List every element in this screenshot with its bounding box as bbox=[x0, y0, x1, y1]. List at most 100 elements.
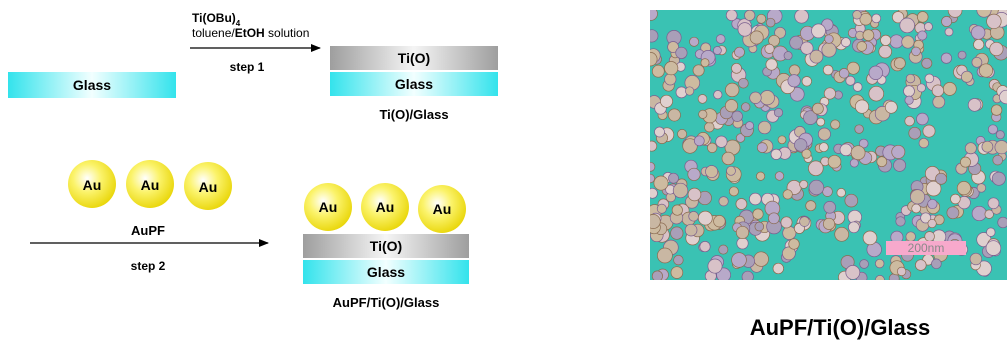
gold-nanoparticle bbox=[789, 35, 804, 50]
gold-nanoparticle bbox=[737, 22, 752, 37]
gold-nanoparticle bbox=[994, 140, 1007, 155]
gold-nanoparticle bbox=[651, 270, 663, 280]
svg-text:Au: Au bbox=[83, 177, 102, 193]
gold-nanoparticle bbox=[780, 216, 793, 229]
gold-nanoparticle bbox=[896, 266, 907, 277]
gold-nanoparticle bbox=[899, 17, 915, 34]
tem-micrograph: 200nm bbox=[650, 10, 1007, 280]
gold-nanoparticle bbox=[749, 91, 762, 104]
gold-nanoparticle bbox=[950, 193, 961, 205]
gold-nanoparticle bbox=[976, 10, 992, 18]
gold-nanoparticle bbox=[782, 226, 797, 240]
gold-nanoparticle bbox=[905, 73, 916, 84]
scale-bar-label: 200nm bbox=[908, 241, 945, 255]
gold-nanoparticle bbox=[705, 165, 719, 179]
gold-nanoparticle bbox=[901, 35, 915, 49]
gold-nanoparticle bbox=[650, 140, 658, 152]
tio-label-1: Ti(O) bbox=[398, 50, 430, 66]
glass-label: Glass bbox=[73, 77, 111, 93]
gold-nanoparticle bbox=[715, 135, 728, 148]
gold-nanoparticle bbox=[801, 76, 812, 87]
gold-nanoparticle bbox=[822, 217, 836, 230]
aupf-reagent-particles: Au Au Au bbox=[68, 160, 232, 210]
glass-substrate-start: Glass bbox=[8, 72, 176, 98]
gold-nanoparticle bbox=[738, 77, 749, 89]
gold-nanoparticle bbox=[944, 27, 954, 37]
gold-nanoparticle bbox=[670, 266, 684, 279]
gold-nanoparticle bbox=[759, 90, 775, 106]
gold-nanoparticle bbox=[854, 124, 864, 134]
gold-nanoparticle bbox=[932, 95, 946, 109]
gold-nanoparticle bbox=[667, 41, 679, 53]
gold-nanoparticle bbox=[917, 30, 928, 41]
gold-nanoparticle bbox=[650, 29, 659, 43]
gold-nanoparticle bbox=[947, 10, 963, 18]
step1-label: step 1 bbox=[230, 60, 265, 74]
gold-nanoparticle bbox=[973, 38, 985, 51]
gold-nanoparticle bbox=[927, 198, 938, 210]
glass-label-2: Glass bbox=[367, 264, 405, 280]
gold-nanoparticle bbox=[670, 226, 684, 240]
gold-nanoparticle bbox=[927, 218, 937, 229]
gold-nanoparticle bbox=[756, 142, 768, 153]
gold-nanoparticle bbox=[971, 25, 986, 40]
gold-nanoparticle bbox=[770, 148, 782, 160]
gold-nanoparticle bbox=[664, 73, 677, 86]
gold-nanoparticle bbox=[924, 73, 935, 84]
gold-nanoparticle bbox=[852, 10, 862, 20]
gold-nanoparticle bbox=[685, 86, 695, 96]
gold-nanoparticle bbox=[845, 265, 861, 280]
product1-label: Ti(O)/Glass bbox=[379, 107, 448, 122]
gold-nanoparticle bbox=[969, 252, 983, 266]
gold-nanoparticle bbox=[946, 206, 960, 220]
gold-nanoparticle bbox=[986, 13, 1002, 30]
gold-nanoparticle bbox=[830, 119, 841, 130]
gold-particle-icon: Au bbox=[418, 185, 466, 233]
gold-nanoparticle bbox=[651, 64, 665, 78]
gold-nanoparticle bbox=[995, 130, 1005, 140]
gold-nanoparticle bbox=[721, 151, 735, 166]
glass-label-1: Glass bbox=[395, 76, 433, 92]
gold-nanoparticle bbox=[989, 41, 1004, 57]
gold-nanoparticle bbox=[731, 110, 743, 122]
gold-nanoparticle bbox=[805, 200, 817, 212]
gold-nanoparticle bbox=[713, 46, 722, 55]
gold-nanoparticle bbox=[986, 227, 996, 237]
gold-nanoparticle bbox=[756, 171, 766, 181]
gold-nanoparticle bbox=[956, 181, 971, 196]
gold-nanoparticle bbox=[800, 41, 814, 55]
gold-nanoparticle bbox=[692, 64, 705, 77]
gold-nanoparticle bbox=[725, 82, 740, 98]
tio-label-2: Ti(O) bbox=[370, 238, 402, 254]
gold-nanoparticle bbox=[997, 216, 1007, 229]
gold-nanoparticle bbox=[836, 188, 846, 198]
gold-nanoparticle bbox=[713, 215, 726, 228]
gold-nanoparticle bbox=[925, 180, 942, 197]
gold-nanoparticle bbox=[768, 34, 780, 47]
gold-nanoparticle bbox=[875, 258, 885, 269]
gold-nanoparticle bbox=[858, 138, 869, 149]
gold-nanoparticle bbox=[875, 275, 885, 280]
gold-nanoparticle bbox=[697, 210, 713, 226]
micrograph-caption: AuPF/Ti(O)/Glass bbox=[749, 315, 931, 340]
gold-nanoparticle bbox=[768, 212, 780, 225]
gold-nanoparticle bbox=[911, 203, 922, 214]
gold-nanoparticle bbox=[707, 258, 723, 274]
gold-nanoparticle bbox=[935, 172, 948, 185]
gold-nanoparticle bbox=[772, 262, 784, 275]
gold-nanoparticle bbox=[971, 205, 987, 222]
gold-nanoparticle bbox=[854, 99, 870, 114]
gold-nanoparticle bbox=[757, 120, 772, 135]
gold-nanoparticle bbox=[918, 137, 929, 149]
tio-layer-2 bbox=[303, 234, 469, 258]
step2-label: step 2 bbox=[131, 259, 166, 273]
gold-nanoparticle bbox=[999, 89, 1007, 105]
gold-nanoparticle bbox=[650, 173, 655, 184]
svg-text:Au: Au bbox=[433, 201, 452, 217]
gold-nanoparticle bbox=[931, 258, 942, 270]
gold-particle-icon: Au bbox=[184, 162, 232, 210]
gold-nanoparticle bbox=[915, 259, 927, 271]
gold-nanoparticle bbox=[893, 158, 907, 172]
gold-nanoparticle bbox=[818, 142, 829, 153]
gold-nanoparticle bbox=[765, 58, 778, 71]
